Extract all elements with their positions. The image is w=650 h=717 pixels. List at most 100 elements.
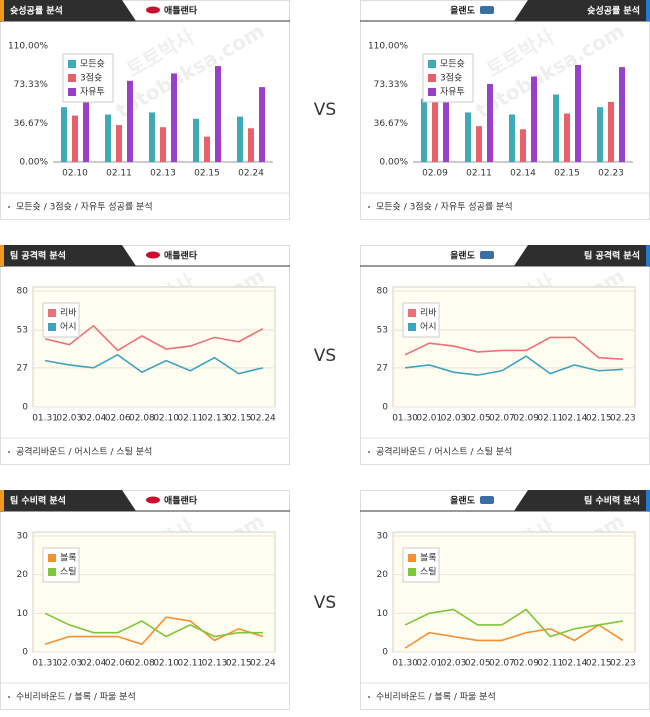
legend-swatch (68, 60, 76, 68)
line (44, 612, 263, 638)
panel: 팀 공격력 분석올랜도토토박사totobaksa.com027538001.30… (360, 245, 650, 465)
x-tick-label: 02.05 (465, 659, 491, 669)
panel: 팀 공격력 분석애틀랜타토토박사totobaksa.com027538001.3… (0, 245, 290, 465)
legend-label: 자유투 (80, 87, 105, 98)
footer-text: 공격리바운드 / 어시스트 / 스틸 분석 (376, 446, 512, 458)
header-title: 팀 수비력 분석 (10, 495, 66, 507)
x-tick-label: 02.15 (226, 414, 252, 424)
bar (619, 67, 625, 162)
team-name: 애틀랜타 (164, 495, 198, 507)
legend-swatch (68, 74, 76, 82)
legend-swatch (408, 309, 416, 317)
x-tick-label: 01.30 (392, 414, 418, 424)
bar (171, 73, 177, 162)
team-name: 애틀랜타 (164, 250, 198, 262)
line (44, 324, 264, 352)
panel-frame (360, 0, 650, 220)
x-tick-label: 02.13 (202, 414, 228, 424)
y-tick-label: 73.33% (374, 80, 409, 90)
legend-swatch (428, 74, 436, 82)
y-tick-label: 36.67% (374, 119, 409, 129)
x-tick-label: 02.09 (513, 659, 539, 669)
x-tick-label: 02.01 (416, 414, 442, 424)
footer-text: 수비리바운드 / 블록 / 파울 분석 (16, 692, 136, 703)
bar (476, 126, 482, 162)
legend-label: 리바 (60, 308, 77, 319)
x-tick-label: 02.05 (465, 414, 491, 424)
header-tab (0, 245, 136, 266)
legend-box (42, 302, 80, 338)
legend-label: 스틸 (420, 567, 437, 578)
footer-bullet (8, 696, 10, 698)
line (404, 623, 624, 649)
footer-text: 수비리바운드 / 블록 / 파울 분석 (376, 692, 496, 703)
bar (597, 107, 603, 162)
bar (72, 115, 78, 162)
y-tick-label: 110.00% (8, 42, 48, 52)
legend-label: 블록 (420, 553, 437, 564)
header-tab (0, 490, 136, 511)
y-tick-label: 0.00% (19, 158, 48, 168)
y-tick-label: 0 (382, 403, 388, 413)
panel-frame (0, 0, 290, 220)
x-tick-label: 02.24 (238, 169, 264, 179)
legend-label: 어시 (60, 322, 77, 333)
y-tick-label: 0 (22, 403, 28, 413)
bar (575, 64, 581, 162)
y-tick-label: 20 (377, 570, 389, 580)
bar (531, 76, 537, 162)
x-tick-label: 02.15 (226, 659, 252, 669)
x-tick-label: 02.08 (129, 659, 155, 669)
x-tick-label: 02.15 (586, 659, 612, 669)
team-name: 애틀랜타 (164, 5, 198, 17)
legend-swatch (68, 88, 76, 96)
x-tick-label: 02.11 (106, 169, 132, 179)
y-tick-label: 27 (17, 363, 28, 373)
x-tick-label: 02.08 (129, 414, 155, 424)
legend-swatch (408, 554, 416, 562)
footer-bullet (368, 696, 370, 698)
bar (553, 94, 559, 162)
line (44, 353, 264, 375)
x-tick-label: 02.09 (422, 169, 448, 179)
y-tick-label: 30 (377, 532, 389, 542)
legend-swatch (428, 88, 436, 96)
x-tick-label: 02.03 (56, 414, 82, 424)
x-tick-label: 02.11 (466, 169, 492, 179)
x-tick-label: 01.31 (32, 659, 58, 669)
bar (127, 80, 133, 162)
x-tick-label: 02.14 (510, 169, 536, 179)
footer-bullet (368, 206, 370, 208)
x-tick-label: 02.23 (610, 414, 636, 424)
x-tick-label: 02.03 (441, 659, 467, 669)
bar (237, 116, 243, 162)
header-title: 슛성공률 분석 (10, 5, 63, 17)
team-name: 올랜도 (450, 5, 476, 17)
y-tick-label: 36.67% (14, 119, 49, 129)
bar (520, 129, 526, 162)
bar (248, 128, 254, 162)
y-tick-label: 27 (377, 363, 388, 373)
line (405, 355, 623, 376)
line (404, 608, 624, 638)
bar (259, 87, 265, 162)
line (404, 336, 623, 360)
x-tick-label: 02.10 (153, 414, 179, 424)
vs-label: VS (314, 100, 336, 120)
y-tick-label: 0.00% (379, 158, 408, 168)
legend-label: 3점슛 (80, 72, 102, 84)
header-tab (514, 0, 650, 21)
bar (83, 90, 89, 162)
panel: 슛성공률 분석올랜도토토박사totobaksa.com0.00%36.67%73… (360, 0, 650, 220)
legend-swatch (48, 309, 56, 317)
x-tick-label: 02.11 (537, 659, 563, 669)
y-tick-label: 20 (17, 570, 29, 580)
legend-label: 리바 (420, 308, 437, 319)
x-tick-label: 02.07 (489, 659, 515, 669)
bar (61, 107, 67, 162)
x-tick-label: 02.11 (177, 414, 203, 424)
header-tab (0, 0, 136, 21)
bar (443, 93, 449, 162)
footer-text: 모든슛 / 3점슛 / 자유투 성공률 분석 (376, 201, 513, 213)
